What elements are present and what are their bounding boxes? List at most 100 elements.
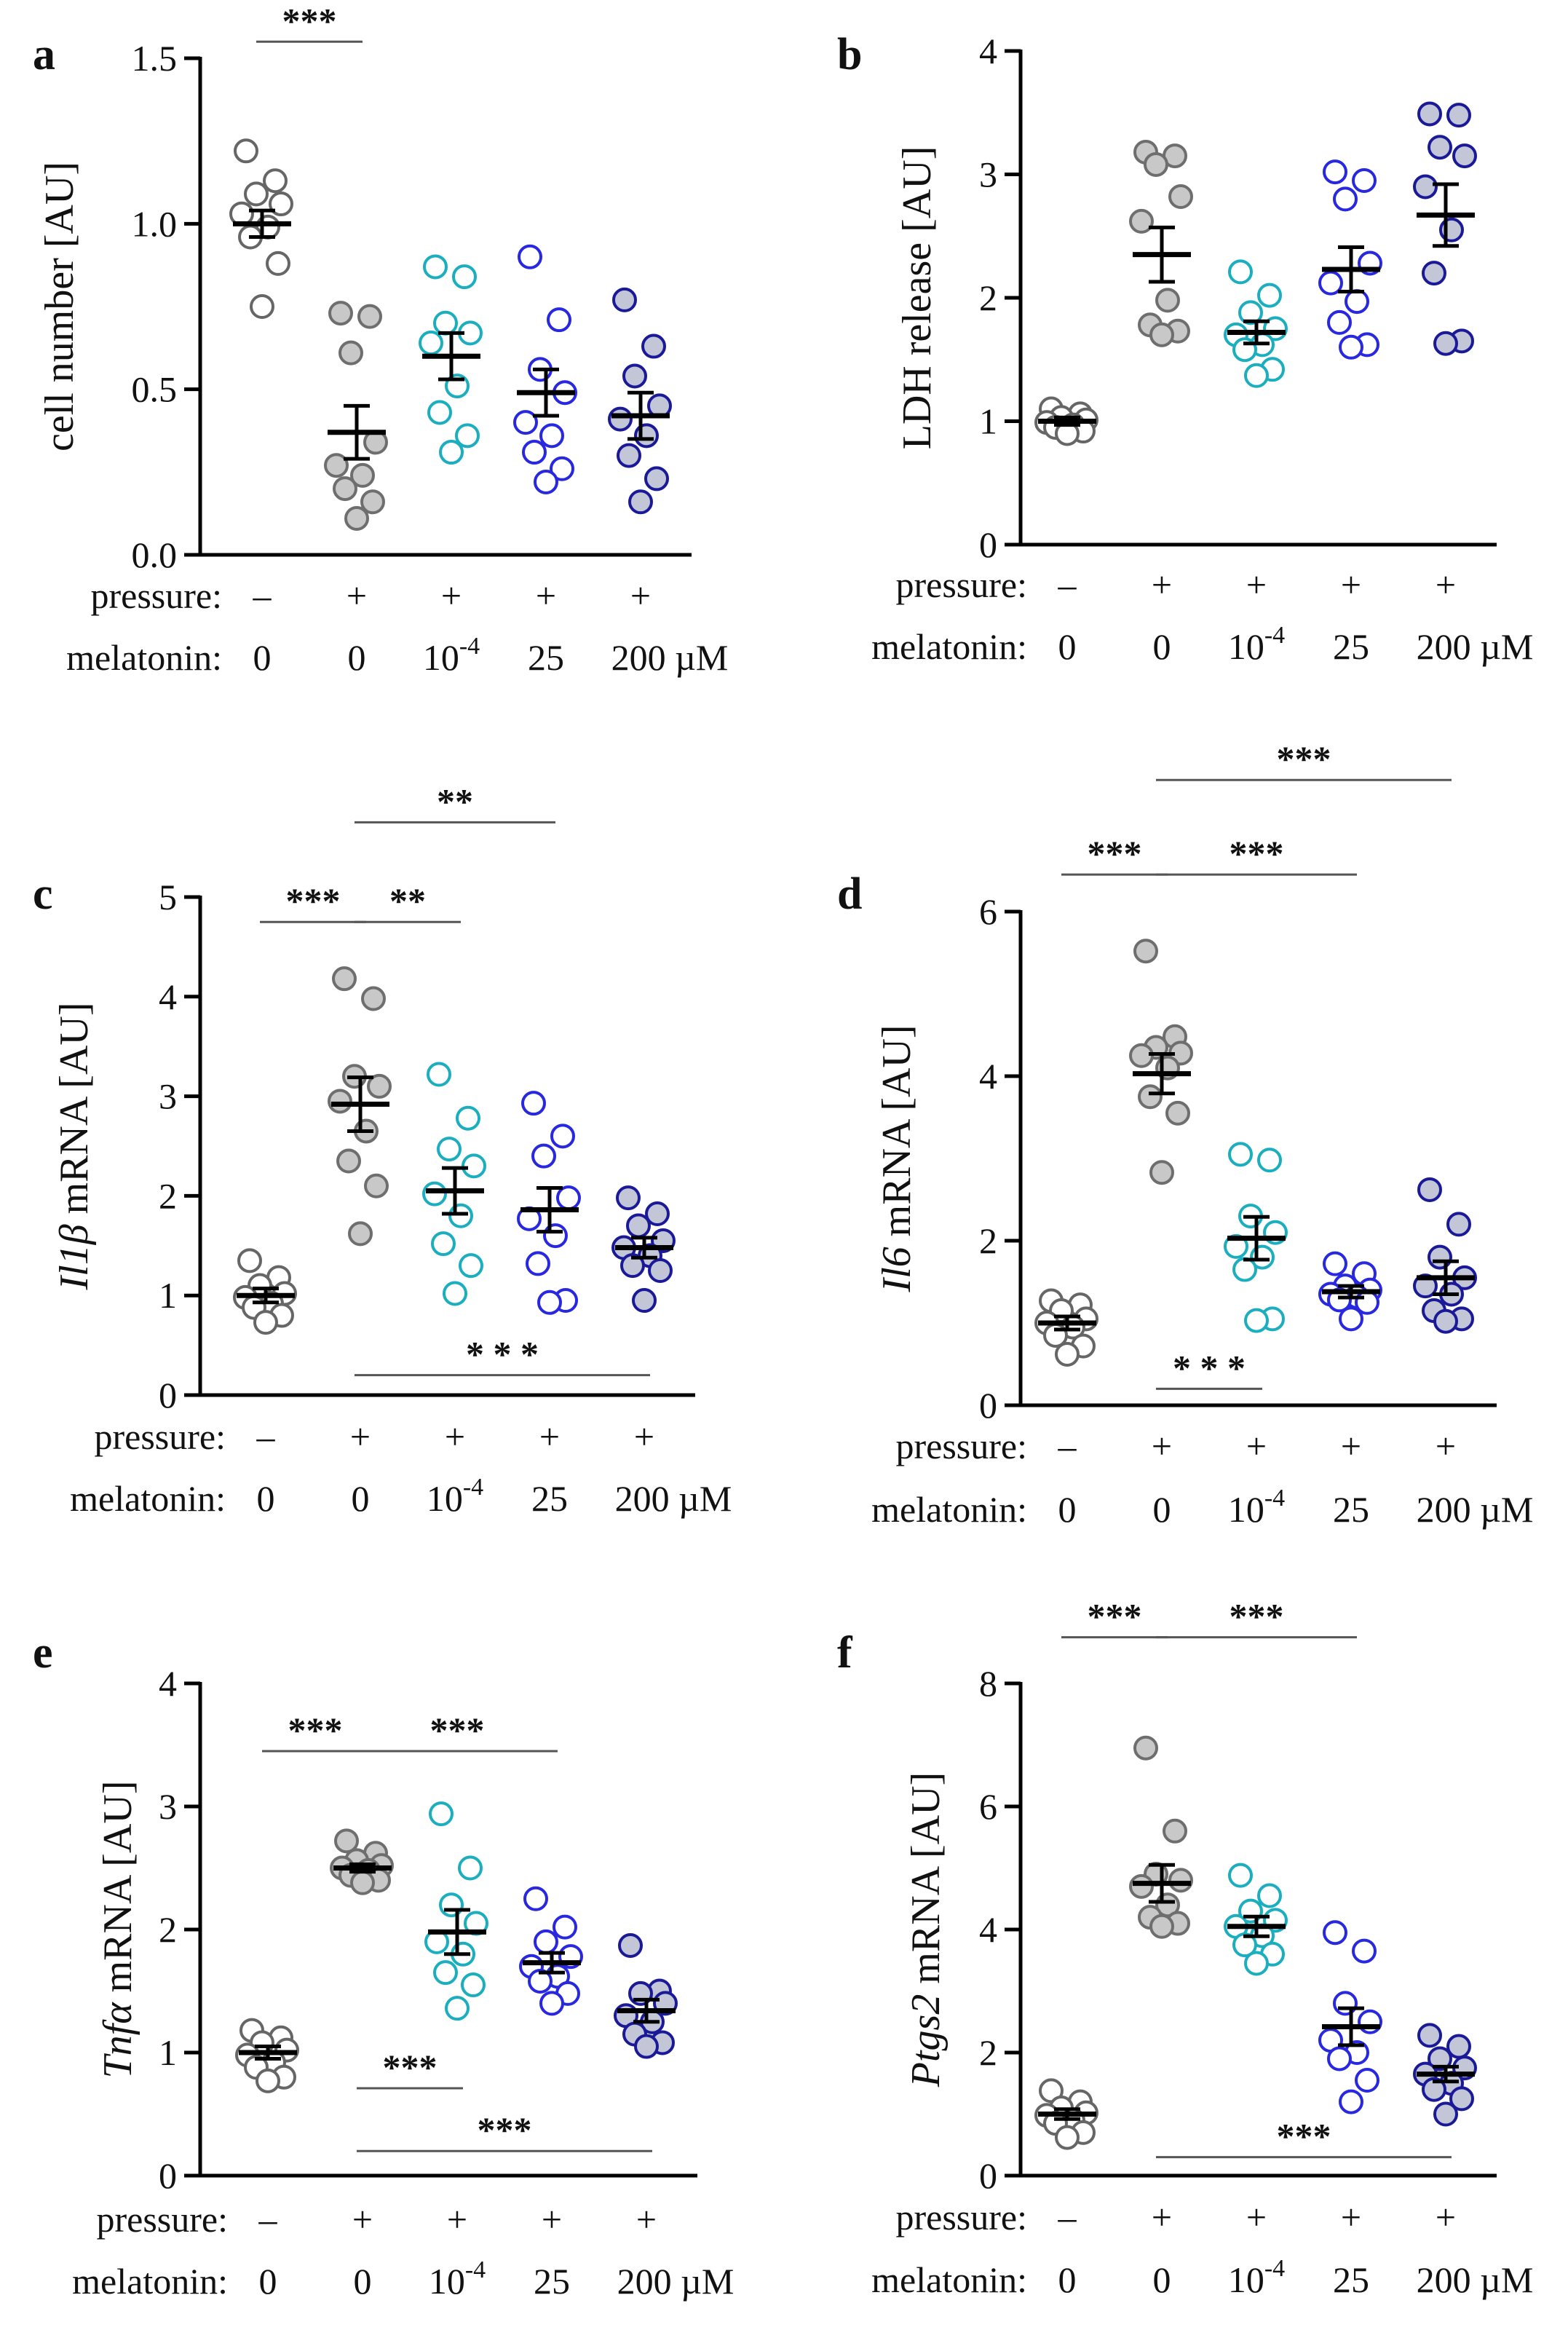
data-point (1339, 334, 1363, 360)
melatonin-value: 0 (257, 1478, 275, 1519)
data-point (1323, 1920, 1347, 1946)
group-control (233, 1248, 297, 1335)
pressure-value: – (258, 2199, 278, 2240)
melatonin-value: 200 µM (1417, 626, 1534, 667)
y-tick-label: 6 (979, 891, 997, 932)
y-tick-label: 0 (159, 1375, 177, 1415)
y-tick-label: 0.5 (132, 369, 178, 410)
pressure-value: + (1152, 1426, 1172, 1466)
y-tick-label: 0 (979, 524, 997, 565)
pressure-value: + (1152, 2197, 1172, 2238)
pressure-row-label: pressure: (91, 575, 223, 616)
data-point (626, 1213, 651, 1239)
y-tick-label: 1 (979, 401, 997, 442)
data-point (1428, 2046, 1452, 2071)
group-mel_high (608, 287, 672, 515)
melatonin-value: 25 (1333, 2259, 1369, 2300)
data-point (1339, 2089, 1363, 2114)
melatonin-value: 0 (1058, 626, 1077, 667)
melatonin-row-label: melatonin: (72, 2261, 228, 2302)
panel-letter: f (837, 1628, 853, 1678)
melatonin-value: 0 (259, 2261, 277, 2302)
pressure-value: – (256, 1416, 276, 1457)
data-point (250, 294, 274, 319)
melatonin-value: 10-4 (1228, 2255, 1285, 2300)
panel-e: e 0 1 2 3 4 Tnfα mRNA [AU] *** *** *** *** pressure… (33, 1628, 734, 2302)
data-point (1318, 270, 1343, 296)
data-point (256, 2068, 280, 2093)
data-point (539, 423, 564, 449)
melatonin-value: 10-4 (423, 633, 480, 678)
data-point (553, 1914, 577, 1940)
data-point (1244, 1951, 1269, 1976)
data-point (1224, 1233, 1248, 1259)
melatonin-value: 10-4 (429, 2256, 486, 2302)
y-axis-label: Il6 mRNA [AU] (874, 1024, 919, 1292)
panel-letter: b (837, 30, 862, 79)
data-point (628, 489, 653, 515)
pressure-value: + (1246, 2197, 1267, 2238)
data-point (1323, 159, 1347, 185)
y-tick-label: 4 (979, 1909, 997, 1950)
y-tick-label: 3 (979, 154, 997, 195)
data-point (422, 1181, 447, 1206)
group-mel_mid (517, 1091, 581, 1315)
data-point (419, 331, 443, 356)
data-point (367, 1073, 392, 1099)
data-point (622, 363, 647, 389)
group-pressure (1129, 139, 1193, 347)
data-point (1165, 1100, 1190, 1126)
pressure-row-label: pressure: (896, 1426, 1028, 1466)
data-point (534, 469, 558, 494)
data-point (1055, 1341, 1080, 1367)
data-point (618, 1932, 643, 1958)
y-tick-label: 3 (159, 1786, 177, 1827)
y-tick-label: 1 (159, 1275, 177, 1316)
group-mel_mid (519, 1886, 583, 2016)
pressure-row-label: pressure: (97, 2199, 229, 2240)
pressure-value: + (347, 575, 367, 616)
y-tick-label: 8 (979, 1663, 997, 1704)
y-axis-label: Ptgs2 mRNA [AU] (903, 1772, 949, 2088)
data-point (427, 1062, 451, 1087)
panel-b: b 0 1 2 3 4 LDH release [AU] pressure: melatonin… (837, 30, 1533, 667)
y-axis-label: cell number [AU] (37, 162, 82, 451)
significance-label: * * * (466, 1334, 539, 1375)
data-point (521, 1091, 546, 1116)
pressure-value: + (636, 2199, 657, 2240)
data-point (1323, 1251, 1347, 1276)
group-mel_high (614, 1932, 678, 2059)
data-point (237, 1248, 262, 1273)
data-point (547, 307, 571, 333)
data-point (645, 1201, 670, 1227)
pressure-value: – (1058, 2197, 1077, 2238)
y-tick-label: 2 (159, 1175, 177, 1216)
data-point (1449, 2086, 1474, 2112)
data-point (1138, 1084, 1163, 1110)
group-pressure (328, 966, 392, 1247)
pressure-value: + (1341, 564, 1361, 605)
significance-label: * * * (1173, 1347, 1246, 1388)
significance-label: *** (1230, 833, 1284, 874)
pressure-value: + (539, 1416, 560, 1457)
data-point (244, 181, 269, 207)
pressure-value: + (1341, 2197, 1361, 2238)
data-point (455, 423, 480, 449)
data-point (526, 1251, 550, 1276)
data-point (1232, 1257, 1257, 1282)
data-point (539, 1991, 564, 2016)
melatonin-value: 10-4 (427, 1474, 483, 1519)
panel-a: a 0.0 0.5 1.0 1.5 cell number [AU] *** pressure… (33, 0, 728, 678)
data-point (459, 1253, 483, 1279)
melatonin-row-label: melatonin: (871, 626, 1027, 667)
melatonin-value: 0 (352, 1478, 370, 1519)
pressure-value: – (1058, 1426, 1077, 1466)
data-point (253, 1310, 278, 1335)
data-point (537, 1289, 562, 1315)
significance-label: *** (430, 1710, 485, 1750)
data-point (1446, 1212, 1471, 1237)
data-point (1352, 167, 1377, 193)
group-mel_mid (513, 244, 577, 494)
group-pressure (324, 301, 388, 531)
